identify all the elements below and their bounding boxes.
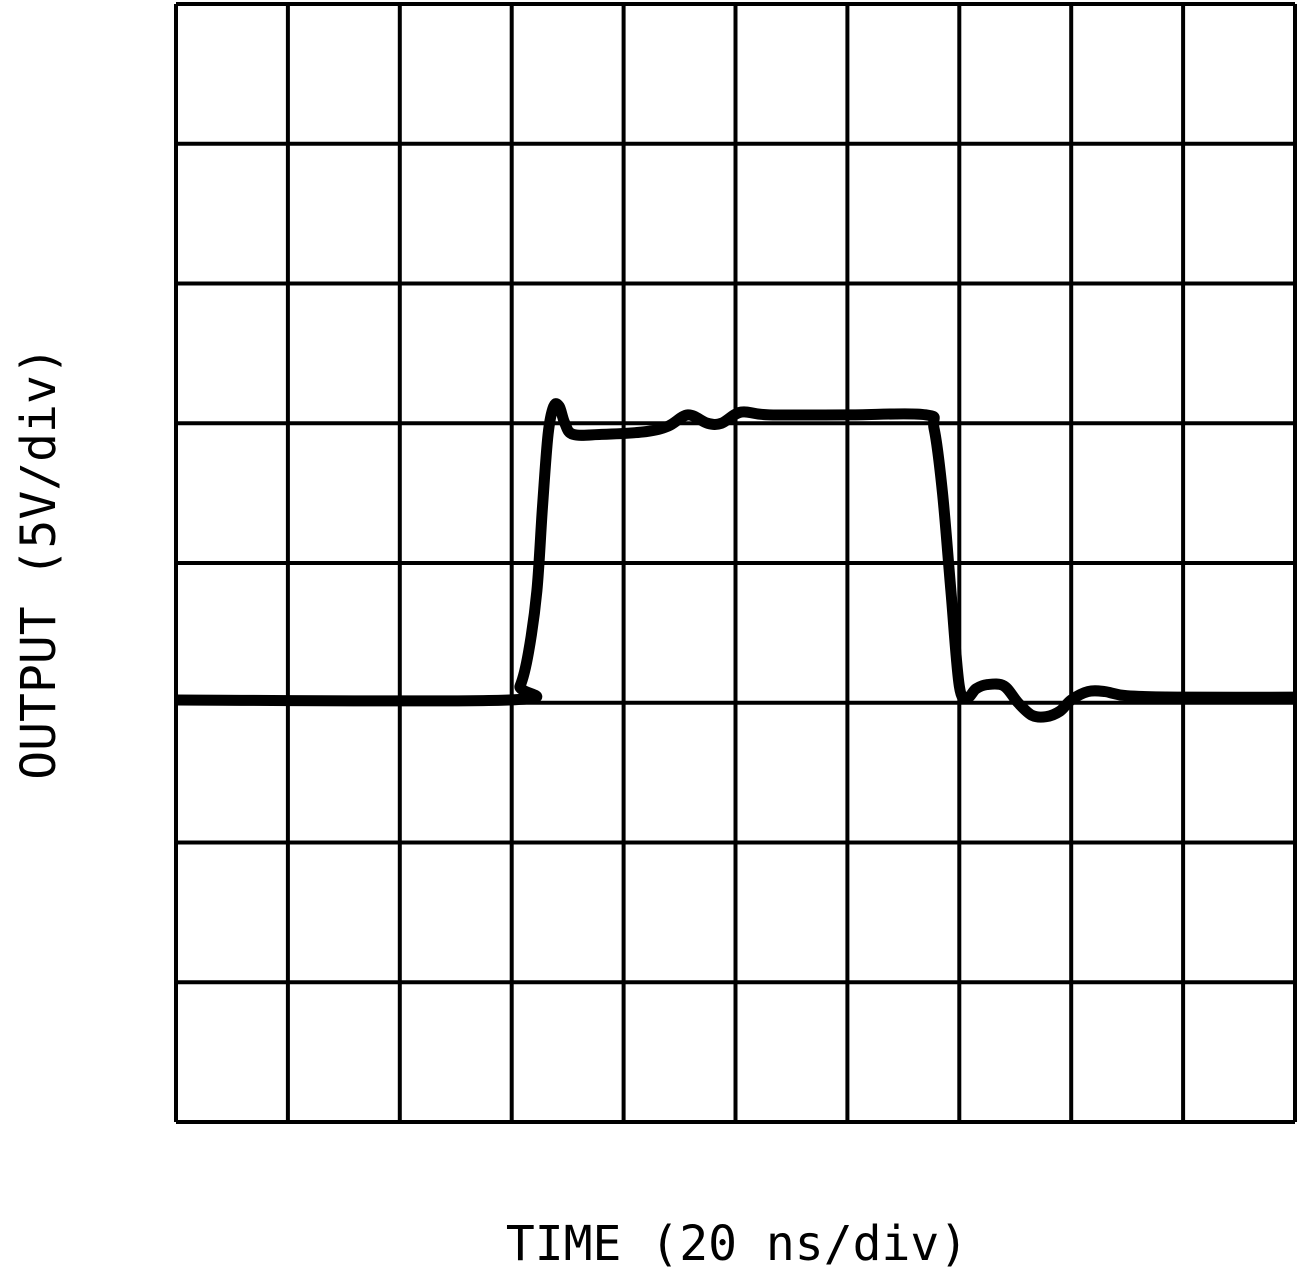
output-trace: [175, 398, 1296, 723]
x-axis-label: TIME (20 ns/div): [506, 1216, 968, 1272]
y-axis-label: OUTPUT (5V/div): [11, 346, 67, 779]
grid: [174, 2, 1297, 1124]
trace-group: [175, 398, 1296, 723]
